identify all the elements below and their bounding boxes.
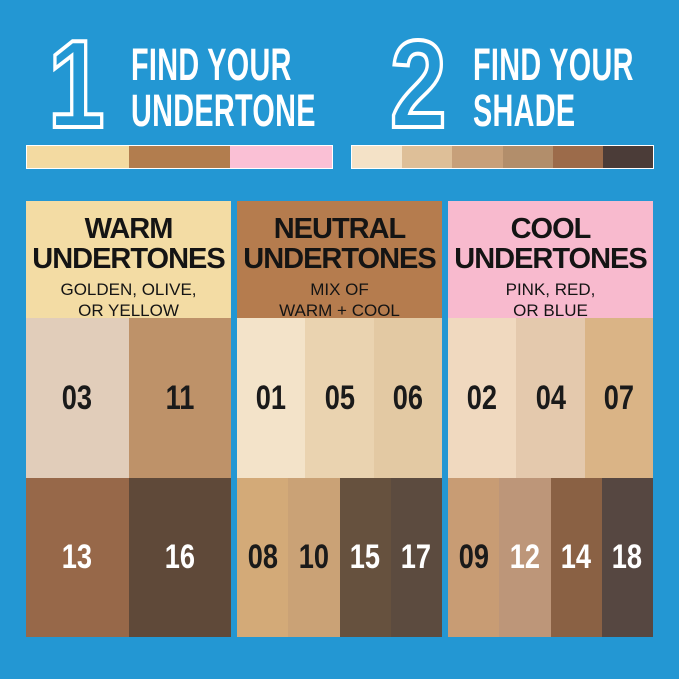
shade-number-17: 17	[401, 538, 432, 576]
shade-bar-swatch-6	[602, 146, 654, 168]
shade-number-16: 16	[164, 538, 195, 576]
warm-header: WARM UNDERTONES GOLDEN, OLIVE, OR YELLOW	[26, 201, 231, 321]
neutral-subtitle-line-2: WARM + COOL	[279, 301, 400, 320]
shade-swatch-12: 12	[499, 478, 551, 637]
cool-subtitle-line-1: PINK, RED,	[505, 280, 596, 299]
shade-number-06: 06	[392, 378, 423, 417]
cool-subtitle-line-2: OR BLUE	[513, 301, 588, 320]
shade-swatch-02: 02	[448, 318, 517, 478]
shade-number-03: 03	[62, 378, 93, 417]
column-warm-undertones: WARM UNDERTONES GOLDEN, OLIVE, OR YELLOW…	[26, 201, 231, 637]
neutral-subtitle-line-1: MIX OF	[310, 280, 369, 299]
shade-number-07: 07	[603, 378, 634, 417]
cool-header: COOL UNDERTONES PINK, RED, OR BLUE	[448, 201, 653, 321]
step-2-text: FIND YOUR SHADE	[473, 42, 679, 134]
shade-swatch-09: 09	[448, 478, 500, 637]
warm-title-line-2: UNDERTONES	[32, 243, 226, 275]
shade-bar-swatch-4	[502, 146, 553, 168]
neutral-light-shades-row: 01 05 06	[237, 318, 442, 478]
neutral-title-line-2: UNDERTONES	[243, 243, 437, 275]
shade-color-bar	[351, 145, 654, 169]
shade-bar-swatch-2	[402, 146, 453, 168]
warm-light-shades-row: 03 11	[26, 318, 231, 478]
shade-number-04: 04	[535, 378, 566, 417]
step-2-line-1: FIND YOUR	[472, 39, 634, 90]
neutral-dark-shades-row: 08 10 15 17	[237, 478, 442, 637]
shade-bar-swatch-5	[552, 146, 603, 168]
shade-number-05: 05	[324, 378, 355, 417]
shade-number-18: 18	[612, 538, 643, 576]
shade-swatch-05: 05	[305, 318, 374, 478]
warm-subtitle-line-2: OR YELLOW	[78, 301, 179, 320]
shade-swatch-13: 13	[26, 478, 129, 637]
shade-number-09: 09	[458, 538, 489, 576]
step-2-line-2: SHADE	[472, 85, 576, 136]
warm-subtitle: GOLDEN, OLIVE, OR YELLOW	[26, 279, 231, 321]
cool-subtitle: PINK, RED, OR BLUE	[448, 279, 653, 321]
shade-number-12: 12	[509, 538, 540, 576]
undertone-bar-swatch-warm	[27, 146, 129, 168]
cool-title-line-1: COOL	[510, 213, 592, 245]
shade-bar-swatch-3	[452, 146, 503, 168]
undertone-color-bar	[26, 145, 333, 169]
shade-swatch-16: 16	[128, 478, 231, 637]
shade-swatch-06: 06	[373, 318, 442, 478]
shade-bar-swatch-1	[352, 146, 403, 168]
neutral-title-line-1: NEUTRAL	[273, 213, 407, 245]
shade-swatch-04: 04	[516, 318, 585, 478]
step-1-line-1: FIND YOUR	[130, 39, 292, 90]
step-2-number: 2	[388, 16, 448, 154]
shade-number-15: 15	[349, 538, 381, 576]
shade-swatch-17: 17	[390, 478, 442, 637]
shade-number-02: 02	[467, 378, 498, 417]
step-1-number: 1	[46, 16, 106, 154]
shade-swatch-14: 14	[550, 478, 602, 637]
shade-swatch-11: 11	[128, 318, 231, 478]
shade-number-13: 13	[62, 538, 93, 576]
neutral-subtitle: MIX OF WARM + COOL	[237, 279, 442, 321]
shade-swatch-10: 10	[288, 478, 340, 637]
undertone-bar-swatch-neutral	[128, 146, 231, 168]
shade-number-10: 10	[298, 538, 329, 576]
warm-subtitle-line-1: GOLDEN, OLIVE,	[60, 280, 197, 299]
shade-number-11: 11	[165, 378, 195, 417]
column-cool-undertones: COOL UNDERTONES PINK, RED, OR BLUE 02 04…	[448, 201, 653, 637]
shade-number-01: 01	[256, 378, 287, 417]
shade-swatch-03: 03	[26, 318, 129, 478]
shade-number-14: 14	[560, 538, 592, 576]
cool-light-shades-row: 02 04 07	[448, 318, 653, 478]
shade-swatch-07: 07	[584, 318, 653, 478]
shade-swatch-01: 01	[237, 318, 306, 478]
warm-title-line-1: WARM	[84, 213, 174, 245]
shade-swatch-08: 08	[237, 478, 289, 637]
shade-swatch-18: 18	[601, 478, 653, 637]
shade-swatch-15: 15	[339, 478, 391, 637]
step-1-header: 1 FIND YOUR UNDERTONE	[46, 16, 420, 154]
undertone-bar-swatch-cool	[230, 146, 333, 168]
cool-dark-shades-row: 09 12 14 18	[448, 478, 653, 637]
step-1-text: FIND YOUR UNDERTONE	[131, 42, 420, 134]
neutral-header: NEUTRAL UNDERTONES MIX OF WARM + COOL	[237, 201, 442, 321]
step-2-header: 2 FIND YOUR SHADE	[388, 16, 679, 154]
column-neutral-undertones: NEUTRAL UNDERTONES MIX OF WARM + COOL 01…	[237, 201, 442, 637]
step-1-line-2: UNDERTONE	[130, 85, 316, 136]
shade-number-08: 08	[247, 538, 278, 576]
warm-dark-shades-row: 13 16	[26, 478, 231, 637]
cool-title-line-2: UNDERTONES	[454, 243, 648, 275]
